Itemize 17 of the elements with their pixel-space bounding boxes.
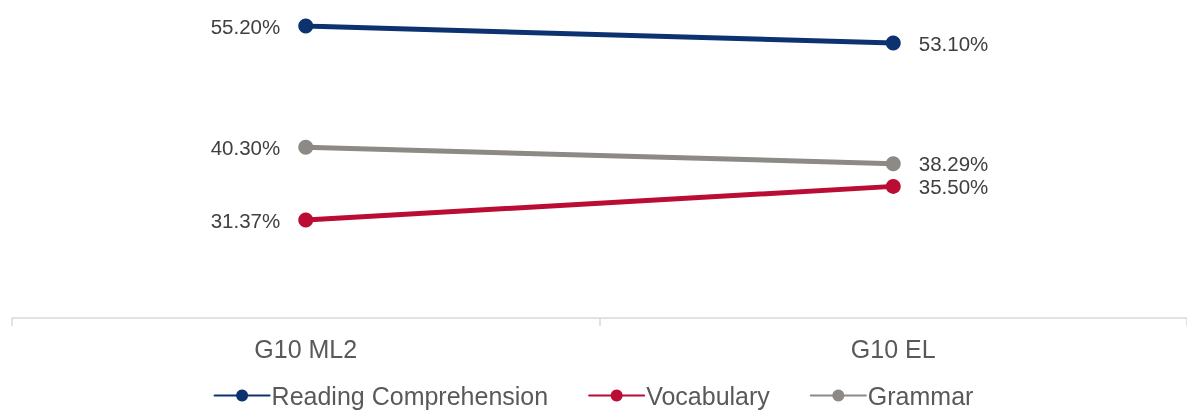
- legend-label: Grammar: [867, 381, 974, 410]
- legend-label: Vocabulary: [646, 381, 771, 410]
- point: [298, 18, 314, 34]
- data-label: 31.37%: [210, 208, 281, 232]
- data-label: 35.50%: [918, 174, 989, 198]
- point: [885, 178, 901, 194]
- point: [298, 212, 314, 228]
- point: [885, 35, 901, 51]
- point: [298, 139, 314, 155]
- legend-label: Reading Comprehension: [271, 381, 549, 410]
- x-tick-label: G10 EL: [850, 334, 936, 363]
- data-label: 53.10%: [918, 31, 989, 55]
- data-label: 38.29%: [918, 152, 989, 176]
- x-tick-label: G10 ML2: [254, 334, 358, 363]
- data-label: 55.20%: [210, 14, 281, 38]
- point: [885, 156, 901, 172]
- data-label: 40.30%: [210, 135, 281, 159]
